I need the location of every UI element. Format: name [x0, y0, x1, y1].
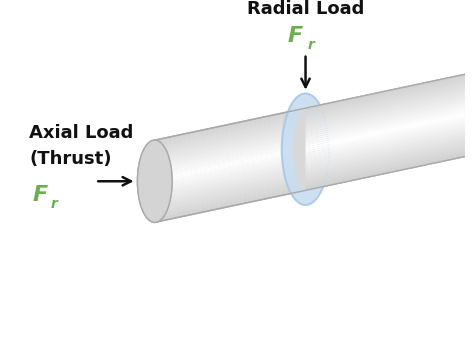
- Polygon shape: [306, 84, 474, 125]
- Polygon shape: [306, 77, 474, 118]
- Text: F: F: [288, 25, 303, 46]
- Polygon shape: [155, 69, 474, 142]
- Polygon shape: [155, 117, 474, 190]
- Polygon shape: [306, 82, 474, 122]
- Polygon shape: [155, 139, 474, 212]
- Polygon shape: [155, 147, 474, 220]
- Text: F: F: [32, 185, 47, 205]
- Polygon shape: [306, 96, 474, 137]
- Polygon shape: [155, 137, 474, 210]
- Polygon shape: [306, 117, 474, 158]
- Polygon shape: [306, 125, 474, 166]
- Text: r: r: [51, 197, 57, 211]
- Polygon shape: [306, 86, 474, 127]
- Text: (Thrust): (Thrust): [29, 150, 111, 168]
- Polygon shape: [155, 123, 474, 196]
- Polygon shape: [155, 135, 474, 208]
- Polygon shape: [155, 98, 474, 171]
- Polygon shape: [155, 71, 474, 144]
- Polygon shape: [155, 79, 474, 152]
- Polygon shape: [306, 115, 474, 155]
- Polygon shape: [306, 113, 474, 153]
- Polygon shape: [155, 149, 474, 222]
- Ellipse shape: [137, 140, 172, 222]
- Polygon shape: [155, 121, 474, 194]
- Polygon shape: [155, 141, 474, 214]
- Polygon shape: [155, 73, 474, 146]
- Polygon shape: [306, 79, 474, 120]
- Polygon shape: [155, 69, 474, 222]
- Polygon shape: [306, 129, 474, 170]
- Polygon shape: [306, 139, 474, 180]
- Ellipse shape: [293, 108, 318, 190]
- Polygon shape: [306, 133, 474, 174]
- Polygon shape: [155, 111, 474, 183]
- Polygon shape: [155, 127, 474, 200]
- Polygon shape: [155, 131, 474, 204]
- Polygon shape: [306, 131, 474, 172]
- Text: r: r: [308, 39, 314, 52]
- Polygon shape: [306, 102, 474, 143]
- Text: Radial Load: Radial Load: [247, 0, 364, 18]
- Polygon shape: [306, 111, 474, 151]
- Polygon shape: [306, 69, 474, 110]
- Polygon shape: [306, 143, 474, 184]
- Polygon shape: [306, 145, 474, 186]
- Polygon shape: [155, 96, 474, 169]
- Polygon shape: [306, 71, 474, 112]
- Polygon shape: [306, 100, 474, 141]
- Polygon shape: [155, 92, 474, 165]
- Polygon shape: [155, 82, 474, 154]
- Polygon shape: [306, 108, 474, 149]
- Polygon shape: [306, 106, 474, 147]
- Polygon shape: [155, 119, 474, 192]
- Polygon shape: [306, 147, 474, 188]
- Polygon shape: [306, 88, 474, 129]
- Polygon shape: [155, 77, 474, 150]
- Ellipse shape: [137, 140, 172, 222]
- Polygon shape: [306, 135, 474, 176]
- Polygon shape: [155, 129, 474, 202]
- Polygon shape: [306, 123, 474, 164]
- Polygon shape: [155, 104, 474, 177]
- Polygon shape: [306, 121, 474, 162]
- Polygon shape: [155, 145, 474, 218]
- Polygon shape: [306, 94, 474, 135]
- Polygon shape: [155, 75, 474, 148]
- Polygon shape: [155, 90, 474, 163]
- Polygon shape: [155, 115, 474, 187]
- Polygon shape: [155, 84, 474, 156]
- Polygon shape: [306, 75, 474, 116]
- Polygon shape: [306, 98, 474, 139]
- Polygon shape: [155, 100, 474, 173]
- Polygon shape: [306, 104, 474, 145]
- Polygon shape: [306, 141, 474, 182]
- Polygon shape: [306, 92, 474, 133]
- Polygon shape: [155, 86, 474, 159]
- Polygon shape: [306, 149, 474, 190]
- Ellipse shape: [282, 94, 329, 205]
- Polygon shape: [155, 133, 474, 206]
- Polygon shape: [155, 88, 474, 161]
- Polygon shape: [306, 127, 474, 168]
- Polygon shape: [155, 106, 474, 179]
- Polygon shape: [155, 125, 474, 198]
- Polygon shape: [306, 90, 474, 131]
- Polygon shape: [155, 143, 474, 216]
- Polygon shape: [306, 73, 474, 114]
- Polygon shape: [306, 119, 474, 160]
- Text: Axial Load: Axial Load: [29, 124, 134, 142]
- Polygon shape: [306, 137, 474, 178]
- Polygon shape: [155, 94, 474, 167]
- Polygon shape: [155, 108, 474, 181]
- Polygon shape: [155, 102, 474, 175]
- Polygon shape: [155, 113, 474, 185]
